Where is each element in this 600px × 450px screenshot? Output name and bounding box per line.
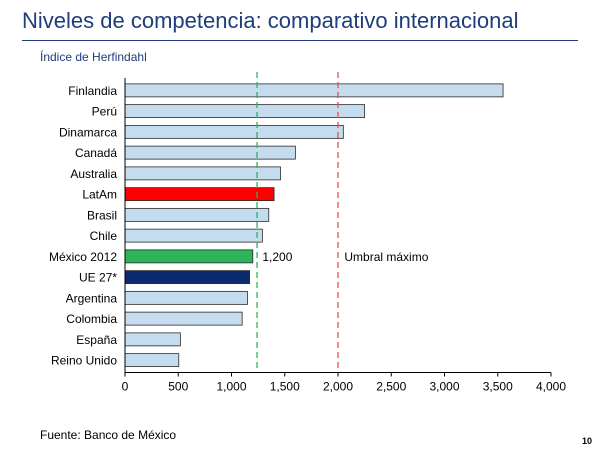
- x-tick-label-2500: 2,500: [376, 380, 406, 394]
- category-label-argentina: Argentina: [66, 291, 118, 305]
- category-label-canada: Canadá: [75, 146, 117, 160]
- slide-title: Niveles de competencia: comparativo inte…: [22, 8, 519, 33]
- x-tick-label-0: 0: [122, 380, 129, 394]
- x-tick-label-500: 500: [168, 380, 188, 394]
- bar-brasil: [124, 207, 270, 222]
- annotation-1-200: 1,200: [262, 250, 292, 264]
- category-label-brasil: Brasil: [87, 208, 117, 222]
- x-tick-label-3000: 3,000: [429, 380, 459, 394]
- category-label-dinamarca: Dinamarca: [59, 125, 117, 139]
- source-note: Fuente: Banco de México: [40, 428, 177, 442]
- category-label-latam: LatAm: [82, 188, 117, 202]
- x-tick-label-2000: 2,000: [323, 380, 353, 394]
- x-tick-label-4000: 4,000: [536, 380, 566, 394]
- category-label-reino-unido: Reino Unido: [51, 354, 117, 368]
- x-tick-label-1500: 1,500: [270, 380, 300, 394]
- bar-latam: [124, 187, 275, 202]
- category-label-mexico-2012: México 2012: [49, 250, 117, 264]
- category-label-espana: España: [76, 333, 117, 347]
- bar-mexico-2012: [124, 249, 254, 264]
- category-label-chile: Chile: [90, 229, 118, 243]
- bar-dinamarca: [124, 124, 344, 139]
- bar-argentina: [124, 290, 248, 305]
- page-number: 10: [582, 436, 593, 446]
- category-label-australia: Australia: [70, 167, 117, 181]
- x-tick-label-3500: 3,500: [483, 380, 513, 394]
- bar-espana: [124, 332, 181, 347]
- title-divider: [22, 40, 578, 41]
- annotation-umbral-maximo: Umbral máximo: [344, 250, 428, 264]
- bar-colombia: [124, 311, 243, 326]
- bar-canada: [124, 145, 296, 160]
- chart-ylabel: Índice de Herfindahl: [40, 50, 147, 64]
- bar-peru: [124, 104, 366, 119]
- bar-ue-27: [124, 270, 251, 285]
- category-label-colombia: Colombia: [66, 312, 117, 326]
- category-label-ue-27: UE 27*: [79, 271, 117, 285]
- x-tick-label-1000: 1,000: [216, 380, 246, 394]
- bar-reino-unido: [124, 353, 180, 368]
- bar-chile: [124, 228, 263, 243]
- bar-finlandia: [124, 83, 504, 98]
- category-label-peru: Perú: [92, 105, 117, 119]
- category-label-finlandia: Finlandia: [68, 84, 117, 98]
